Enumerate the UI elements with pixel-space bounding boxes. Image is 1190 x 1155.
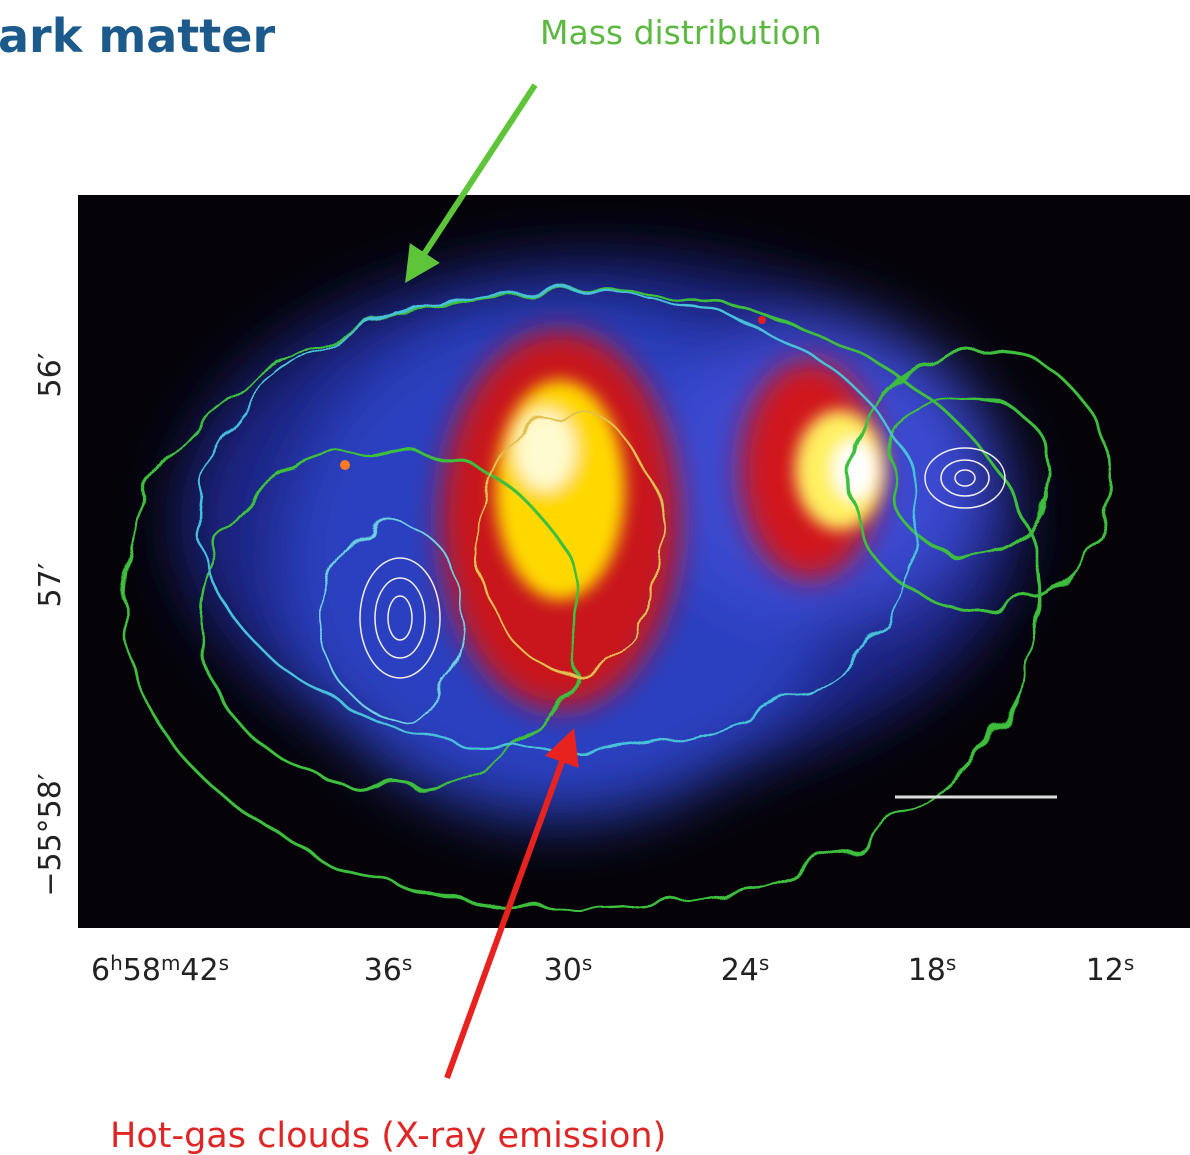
page: {"header": {"title": "ark matter"}, "ann… [0,0,1190,1155]
slide: ark matter Mass distribution [0,0,1190,1155]
y-tick-label: 57′ [33,562,68,607]
gas-label: Hot-gas clouds (X-ray emission) [110,1116,666,1155]
tick-number: 24 [721,953,759,988]
tick-number: 18 [908,953,946,988]
tick-number: 36 [364,953,402,988]
x-tick-label: 36s [364,951,413,988]
tick-number: 6 [91,953,110,988]
tick-unit: s [219,951,229,975]
x-tick-label: 6h58m42s [91,951,229,988]
tick-number: 58 [123,953,161,988]
cluster-image [78,195,1190,928]
tick-number: 42 [180,953,218,988]
tick-unit: s [946,951,956,975]
slide-title: ark matter [0,9,275,63]
tick-unit: s [582,951,592,975]
tick-unit: s [402,951,412,975]
tick-unit: h [110,951,123,975]
y-axis: 56′ 57′ −55°58′ [33,352,68,896]
x-tick-label: 24s [721,951,770,988]
y-tick-label: 56′ [33,352,68,397]
x-tick-label: 18s [908,951,957,988]
tick-unit: m [161,951,180,975]
tick-unit: s [759,951,769,975]
x-tick-label: 30s [544,951,593,988]
x-tick-label: 12s [1086,951,1135,988]
y-tick-label: −55°58′ [33,773,68,896]
tick-unit: s [1124,951,1134,975]
mass-label: Mass distribution [540,13,822,52]
tick-number: 30 [544,953,582,988]
tick-number: 12 [1086,953,1124,988]
